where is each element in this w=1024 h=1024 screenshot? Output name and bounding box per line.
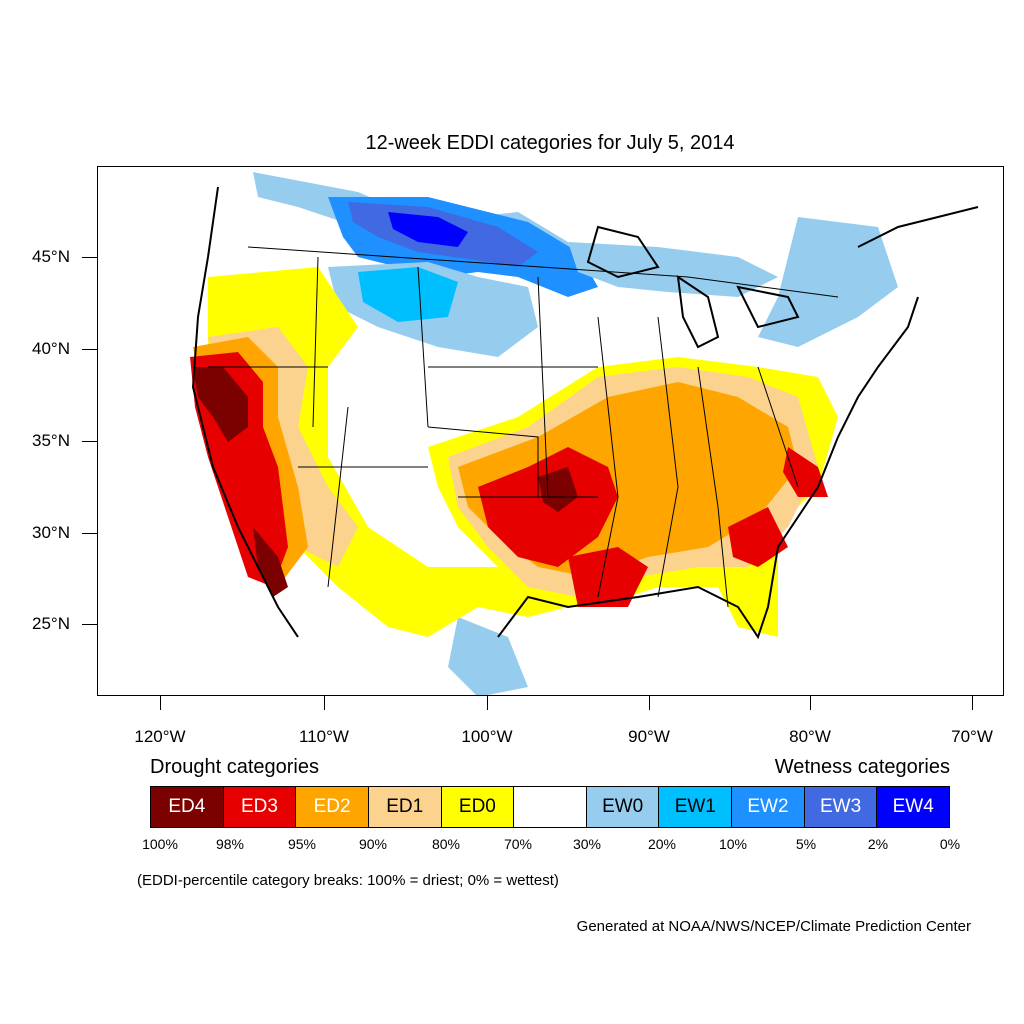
dry-region-south-plains-ed3 [478, 447, 618, 567]
legend-break: 95% [287, 836, 317, 852]
lat-label-45: 45°N [32, 247, 70, 266]
wet-region-texas-coast [448, 617, 528, 695]
legend-cell-ed4: ED4 [151, 787, 224, 827]
legend-label: EW3 [819, 796, 862, 817]
lon-tick [810, 696, 811, 710]
lat-tick [82, 624, 97, 625]
lon-label-110: 110°W [299, 727, 349, 746]
legend-cell-ed3: ED3 [223, 787, 297, 827]
legend-break: 5% [795, 836, 817, 852]
map-title: 12-week EDDI categories for July 5, 2014 [365, 132, 735, 154]
legend-cell-normal [514, 787, 587, 827]
legend-break: 0% [939, 836, 961, 852]
wet-region-new-england [758, 217, 898, 347]
wet-region-great-lakes [568, 242, 778, 297]
dry-region-carolina-ed3 [783, 447, 828, 497]
legend-cell-ew1: EW1 [659, 787, 733, 827]
legend-cell-ew0: EW0 [586, 787, 660, 827]
lon-tick [324, 696, 325, 710]
dry-region-west-ed4 [193, 367, 248, 442]
lat-label-30: 30°N [32, 523, 70, 542]
legend-cell-ew3: EW3 [804, 787, 878, 827]
category-breaks-note: (EDDI-percentile category breaks: 100% =… [137, 872, 559, 889]
dry-region-oklahoma-ed4 [538, 467, 578, 512]
legend-break: 20% [647, 836, 677, 852]
dry-region-georgia-ed3 [728, 507, 788, 567]
legend-cell-ew2: EW2 [732, 787, 805, 827]
lon-tick [972, 696, 973, 710]
lat-label-35: 35°N [32, 431, 70, 450]
legend-cell-ed2: ED2 [296, 787, 369, 827]
dry-region-louisiana-ed3 [568, 547, 648, 607]
legend-label: ED1 [386, 796, 424, 817]
legend-break: 2% [867, 836, 889, 852]
lon-label-80: 80°W [789, 727, 831, 746]
legend-label: EW4 [892, 796, 934, 817]
state-boundaries [208, 246, 839, 608]
legend-label: ED4 [168, 796, 206, 817]
legend-label: ED2 [313, 796, 351, 817]
legend-label: EW1 [674, 796, 716, 817]
lat-tick [82, 257, 97, 258]
lon-label-70: 70°W [951, 727, 993, 746]
lon-tick [487, 696, 488, 710]
legend-cell-ew4: EW4 [877, 787, 950, 827]
lat-tick [82, 349, 97, 350]
eddi-map [97, 166, 1004, 696]
legend-break: 98% [215, 836, 245, 852]
legend-break: 30% [572, 836, 602, 852]
legend-break: 80% [431, 836, 461, 852]
wetness-categories-heading: Wetness categories [774, 756, 950, 778]
wet-region-plains-inner [358, 267, 458, 322]
credit-line: Generated at NOAA/NWS/NCEP/Climate Predi… [576, 918, 971, 935]
legend-break: 70% [503, 836, 533, 852]
category-legend-bar: ED4 ED3 ED2 ED1 ED0 EW0 EW1 EW2 EW3 EW4 [150, 786, 950, 828]
lon-label-120: 120°W [134, 727, 186, 746]
legend-label: EW2 [747, 796, 789, 817]
legend-cell-ed1: ED1 [368, 787, 442, 827]
legend-label: EW0 [602, 796, 644, 817]
lat-label-25: 25°N [32, 614, 70, 633]
legend-break: 90% [358, 836, 388, 852]
lat-tick [82, 441, 97, 442]
legend-break: 100% [142, 836, 178, 852]
coastlines [191, 186, 979, 640]
lon-label-90: 90°W [628, 727, 670, 746]
drought-categories-heading: Drought categories [150, 756, 319, 778]
dry-region-baja-ed4 [253, 527, 288, 597]
lon-tick [649, 696, 650, 710]
eddi-map-graphic [190, 172, 979, 695]
lon-tick [160, 696, 161, 710]
wet-region-north-max [388, 212, 468, 247]
lon-label-100: 100°W [461, 727, 513, 746]
legend-label: ED3 [240, 796, 278, 817]
legend-label: ED0 [458, 796, 496, 817]
lat-tick [82, 533, 97, 534]
lat-label-40: 40°N [32, 339, 70, 358]
legend-break: 10% [718, 836, 748, 852]
legend-cell-ed0: ED0 [441, 787, 515, 827]
